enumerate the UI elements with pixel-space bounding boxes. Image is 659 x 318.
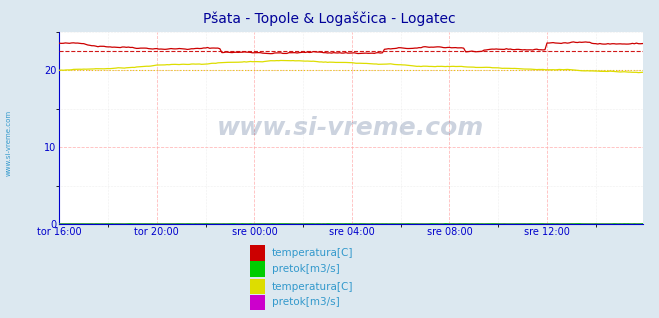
Text: www.si-vreme.com: www.si-vreme.com — [217, 116, 484, 140]
Text: pretok[m3/s]: pretok[m3/s] — [272, 264, 339, 274]
Text: www.si-vreme.com: www.si-vreme.com — [5, 110, 11, 176]
Text: temperatura[C]: temperatura[C] — [272, 248, 353, 258]
Text: temperatura[C]: temperatura[C] — [272, 281, 353, 292]
Text: pretok[m3/s]: pretok[m3/s] — [272, 297, 339, 308]
Text: Pšata - Topole & Logaščica - Logatec: Pšata - Topole & Logaščica - Logatec — [203, 11, 456, 26]
